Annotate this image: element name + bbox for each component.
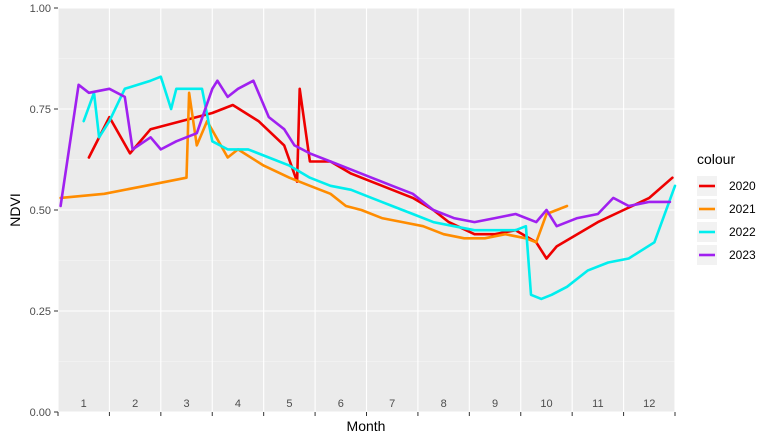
x-tick-label: 9 bbox=[492, 398, 498, 410]
legend-label-2023: 2023 bbox=[729, 248, 756, 262]
x-tick-label: 7 bbox=[389, 398, 395, 410]
x-tick-labels: 1 2 3 4 5 6 7 8 9 10 11 12 bbox=[81, 398, 656, 410]
x-ticks bbox=[57, 412, 676, 416]
y-axis: 0.00 0.25 0.50 0.75 1.00 bbox=[30, 3, 58, 419]
x-tick-label: 12 bbox=[643, 398, 655, 410]
x-tick-label: 1 bbox=[81, 398, 87, 410]
series-line-2023 bbox=[59, 79, 672, 228]
y-tick-label: 0.75 bbox=[30, 104, 51, 116]
x-tick-label: 3 bbox=[183, 398, 189, 410]
y-tick-label: 0.50 bbox=[30, 205, 51, 217]
x-tick-label: 10 bbox=[540, 398, 552, 410]
y-tick-label: 0.00 bbox=[30, 407, 51, 419]
x-tick-label: 2 bbox=[132, 398, 138, 410]
legend-label-2020: 2020 bbox=[729, 179, 756, 193]
x-tick-label: 6 bbox=[338, 398, 344, 410]
x-tick-label: 8 bbox=[441, 398, 447, 410]
x-axis-title: Month bbox=[347, 418, 386, 434]
legend: colour 2020 2021 2022 2023 bbox=[697, 151, 756, 265]
series-layer bbox=[59, 75, 677, 301]
legend-title: colour bbox=[697, 151, 735, 167]
y-tick-label: 0.25 bbox=[30, 306, 51, 318]
x-tick-label: 11 bbox=[592, 398, 603, 410]
x-tick-label: 4 bbox=[235, 398, 241, 410]
legend-label-2021: 2021 bbox=[729, 202, 756, 216]
y-axis-title: NDVI bbox=[7, 193, 23, 226]
x-tick-label: 5 bbox=[286, 398, 292, 410]
series-line-2022 bbox=[82, 75, 677, 301]
y-tick-label: 1.00 bbox=[30, 3, 51, 15]
legend-label-2022: 2022 bbox=[729, 225, 756, 239]
series-line-2021 bbox=[59, 91, 569, 244]
